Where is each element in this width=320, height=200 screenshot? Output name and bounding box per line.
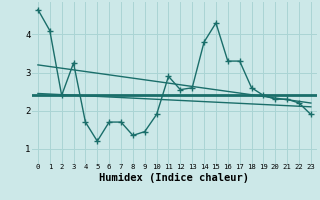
X-axis label: Humidex (Indice chaleur): Humidex (Indice chaleur) — [100, 173, 249, 183]
